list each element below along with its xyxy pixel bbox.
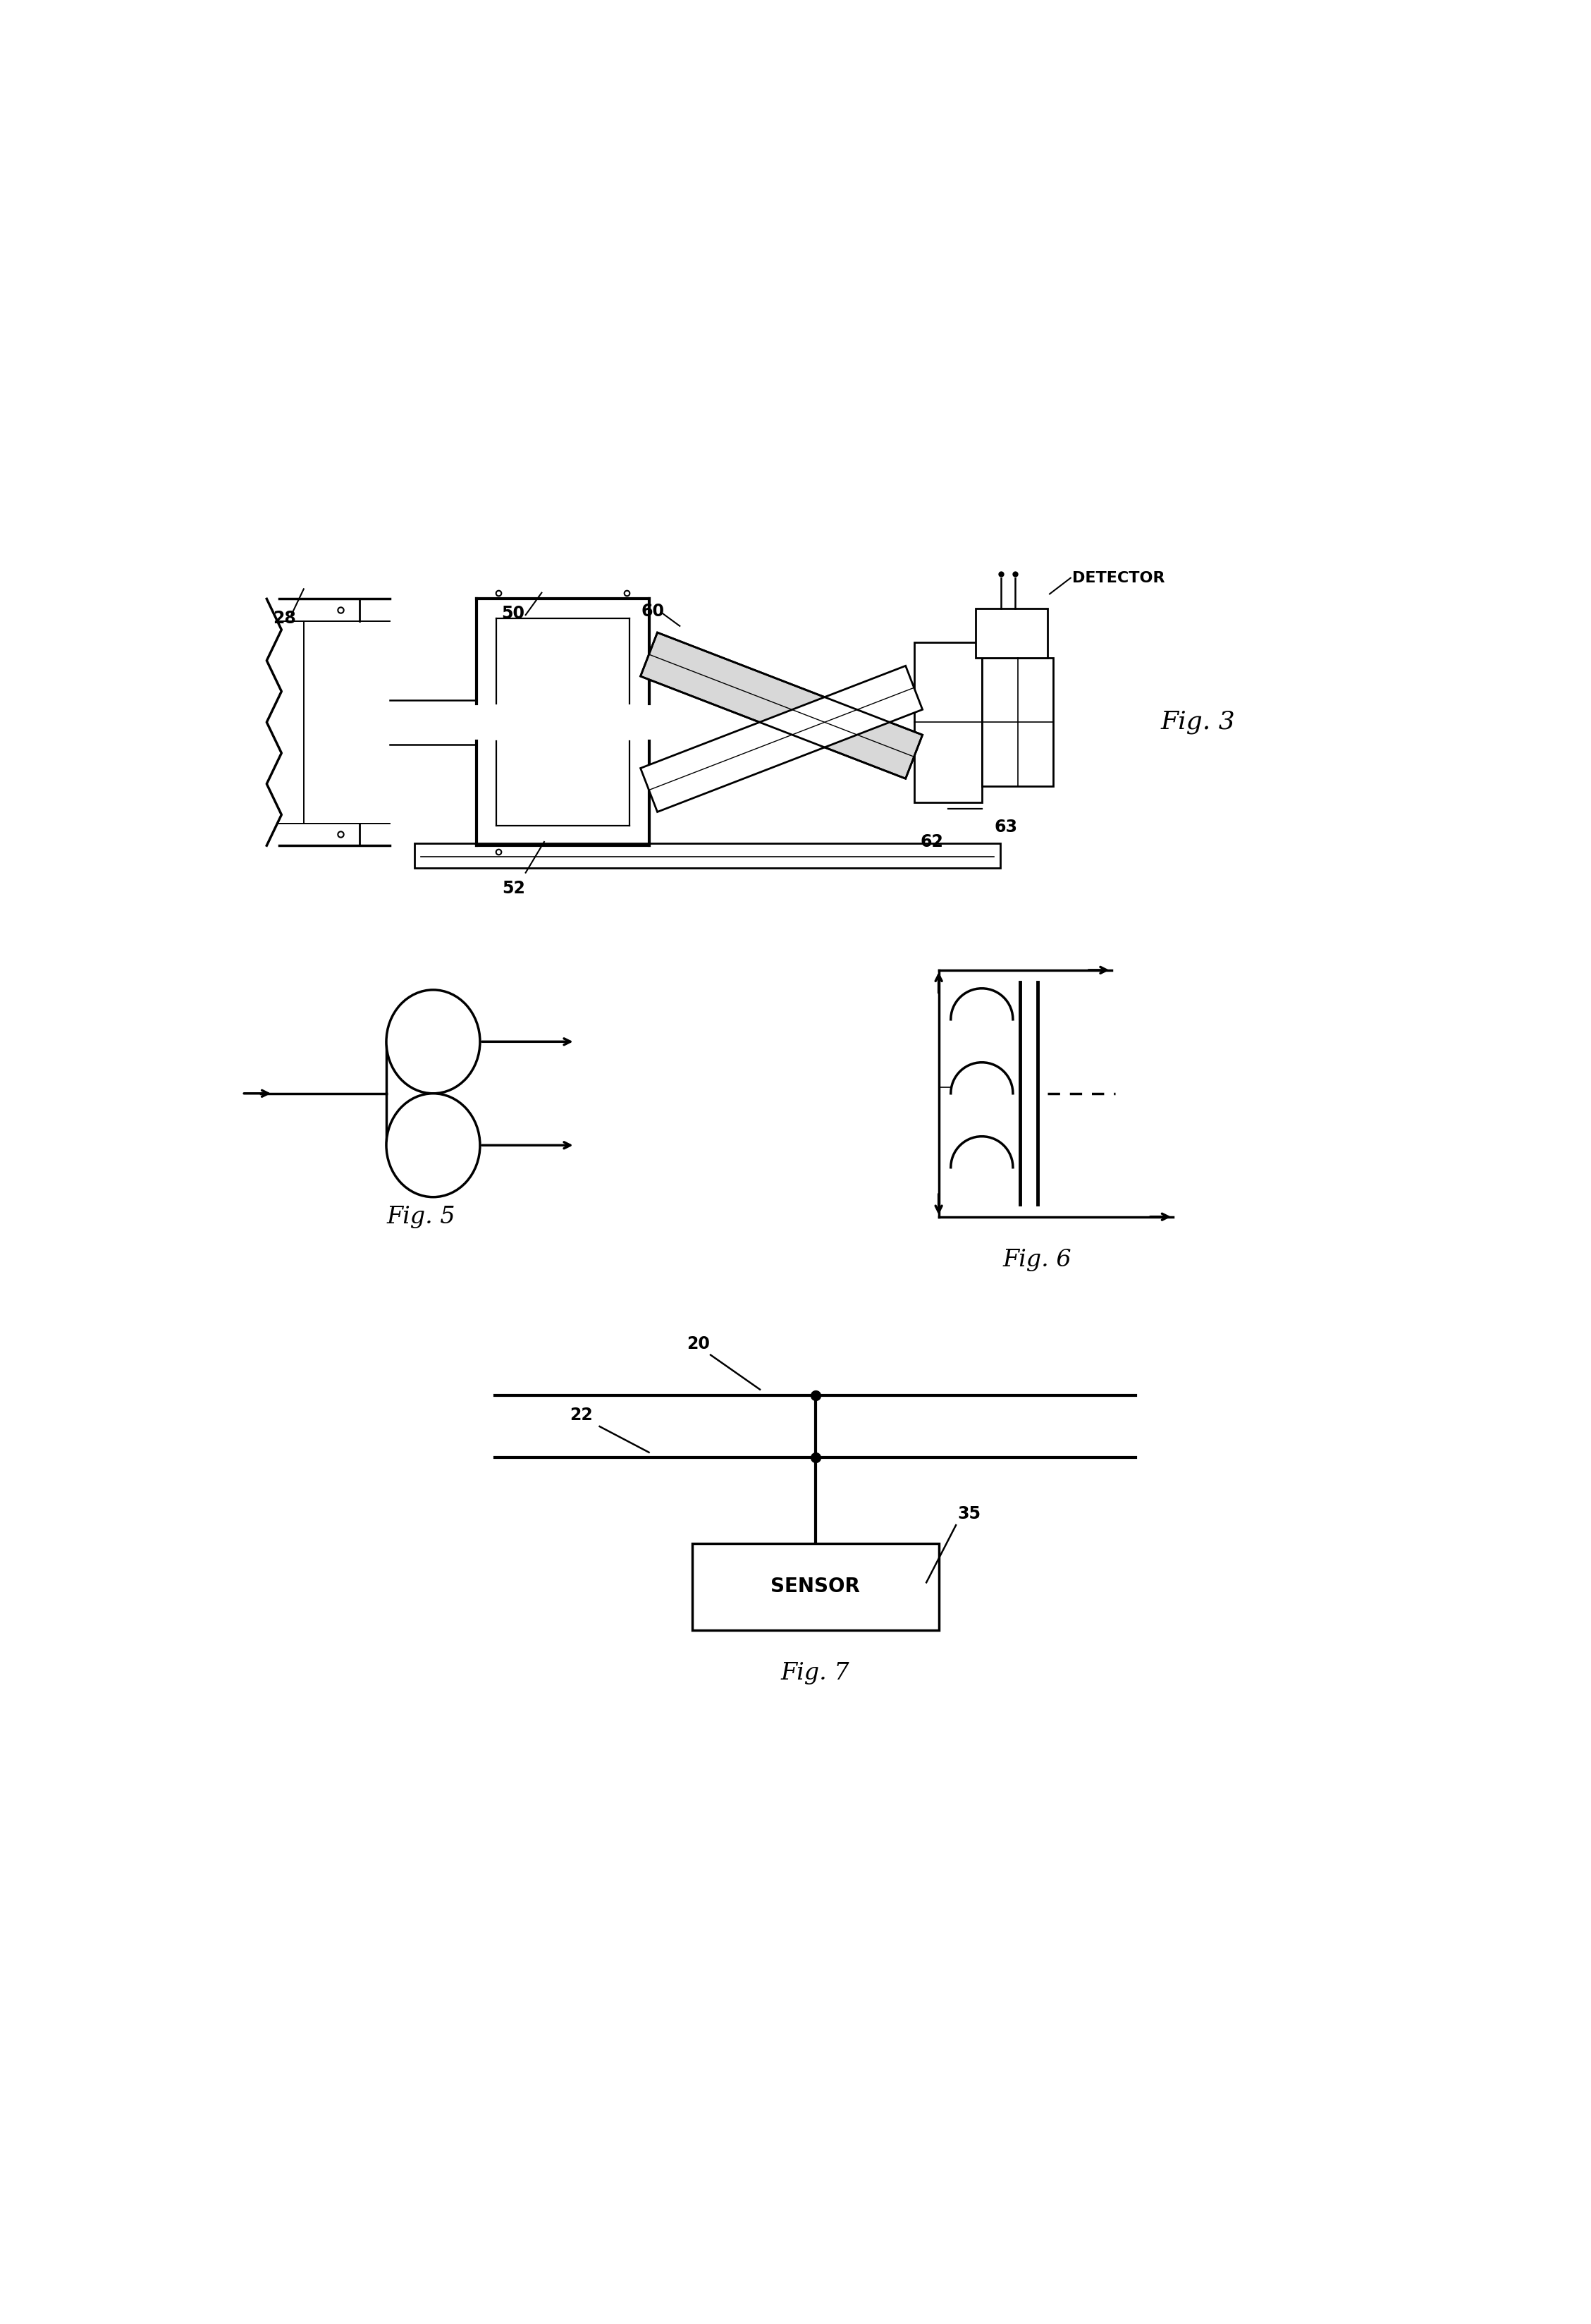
- Bar: [415, 844, 1001, 867]
- Ellipse shape: [387, 1095, 480, 1197]
- Bar: [692, 1543, 939, 1629]
- Bar: [982, 658, 1053, 786]
- Ellipse shape: [387, 990, 480, 1095]
- Text: 20: 20: [687, 1336, 710, 1353]
- Text: Fig. 7: Fig. 7: [781, 1662, 850, 1685]
- Text: 60: 60: [641, 602, 665, 621]
- Text: Fig. 6: Fig. 6: [1002, 1248, 1072, 1271]
- Text: SENSOR: SENSOR: [770, 1578, 861, 1597]
- Text: 63: 63: [994, 818, 1017, 834]
- Text: Fig. 3: Fig. 3: [1160, 711, 1235, 734]
- Polygon shape: [641, 632, 923, 779]
- Bar: [913, 641, 982, 802]
- Text: 35: 35: [958, 1506, 982, 1522]
- Polygon shape: [641, 665, 923, 811]
- Text: 22: 22: [570, 1406, 593, 1425]
- Text: 62: 62: [920, 834, 943, 851]
- Bar: [975, 609, 1047, 658]
- Text: DETECTOR: DETECTOR: [1072, 572, 1165, 586]
- Text: 50: 50: [501, 604, 525, 623]
- Text: 28: 28: [274, 609, 296, 627]
- Text: 52: 52: [501, 881, 525, 897]
- Text: Fig. 5: Fig. 5: [387, 1206, 455, 1227]
